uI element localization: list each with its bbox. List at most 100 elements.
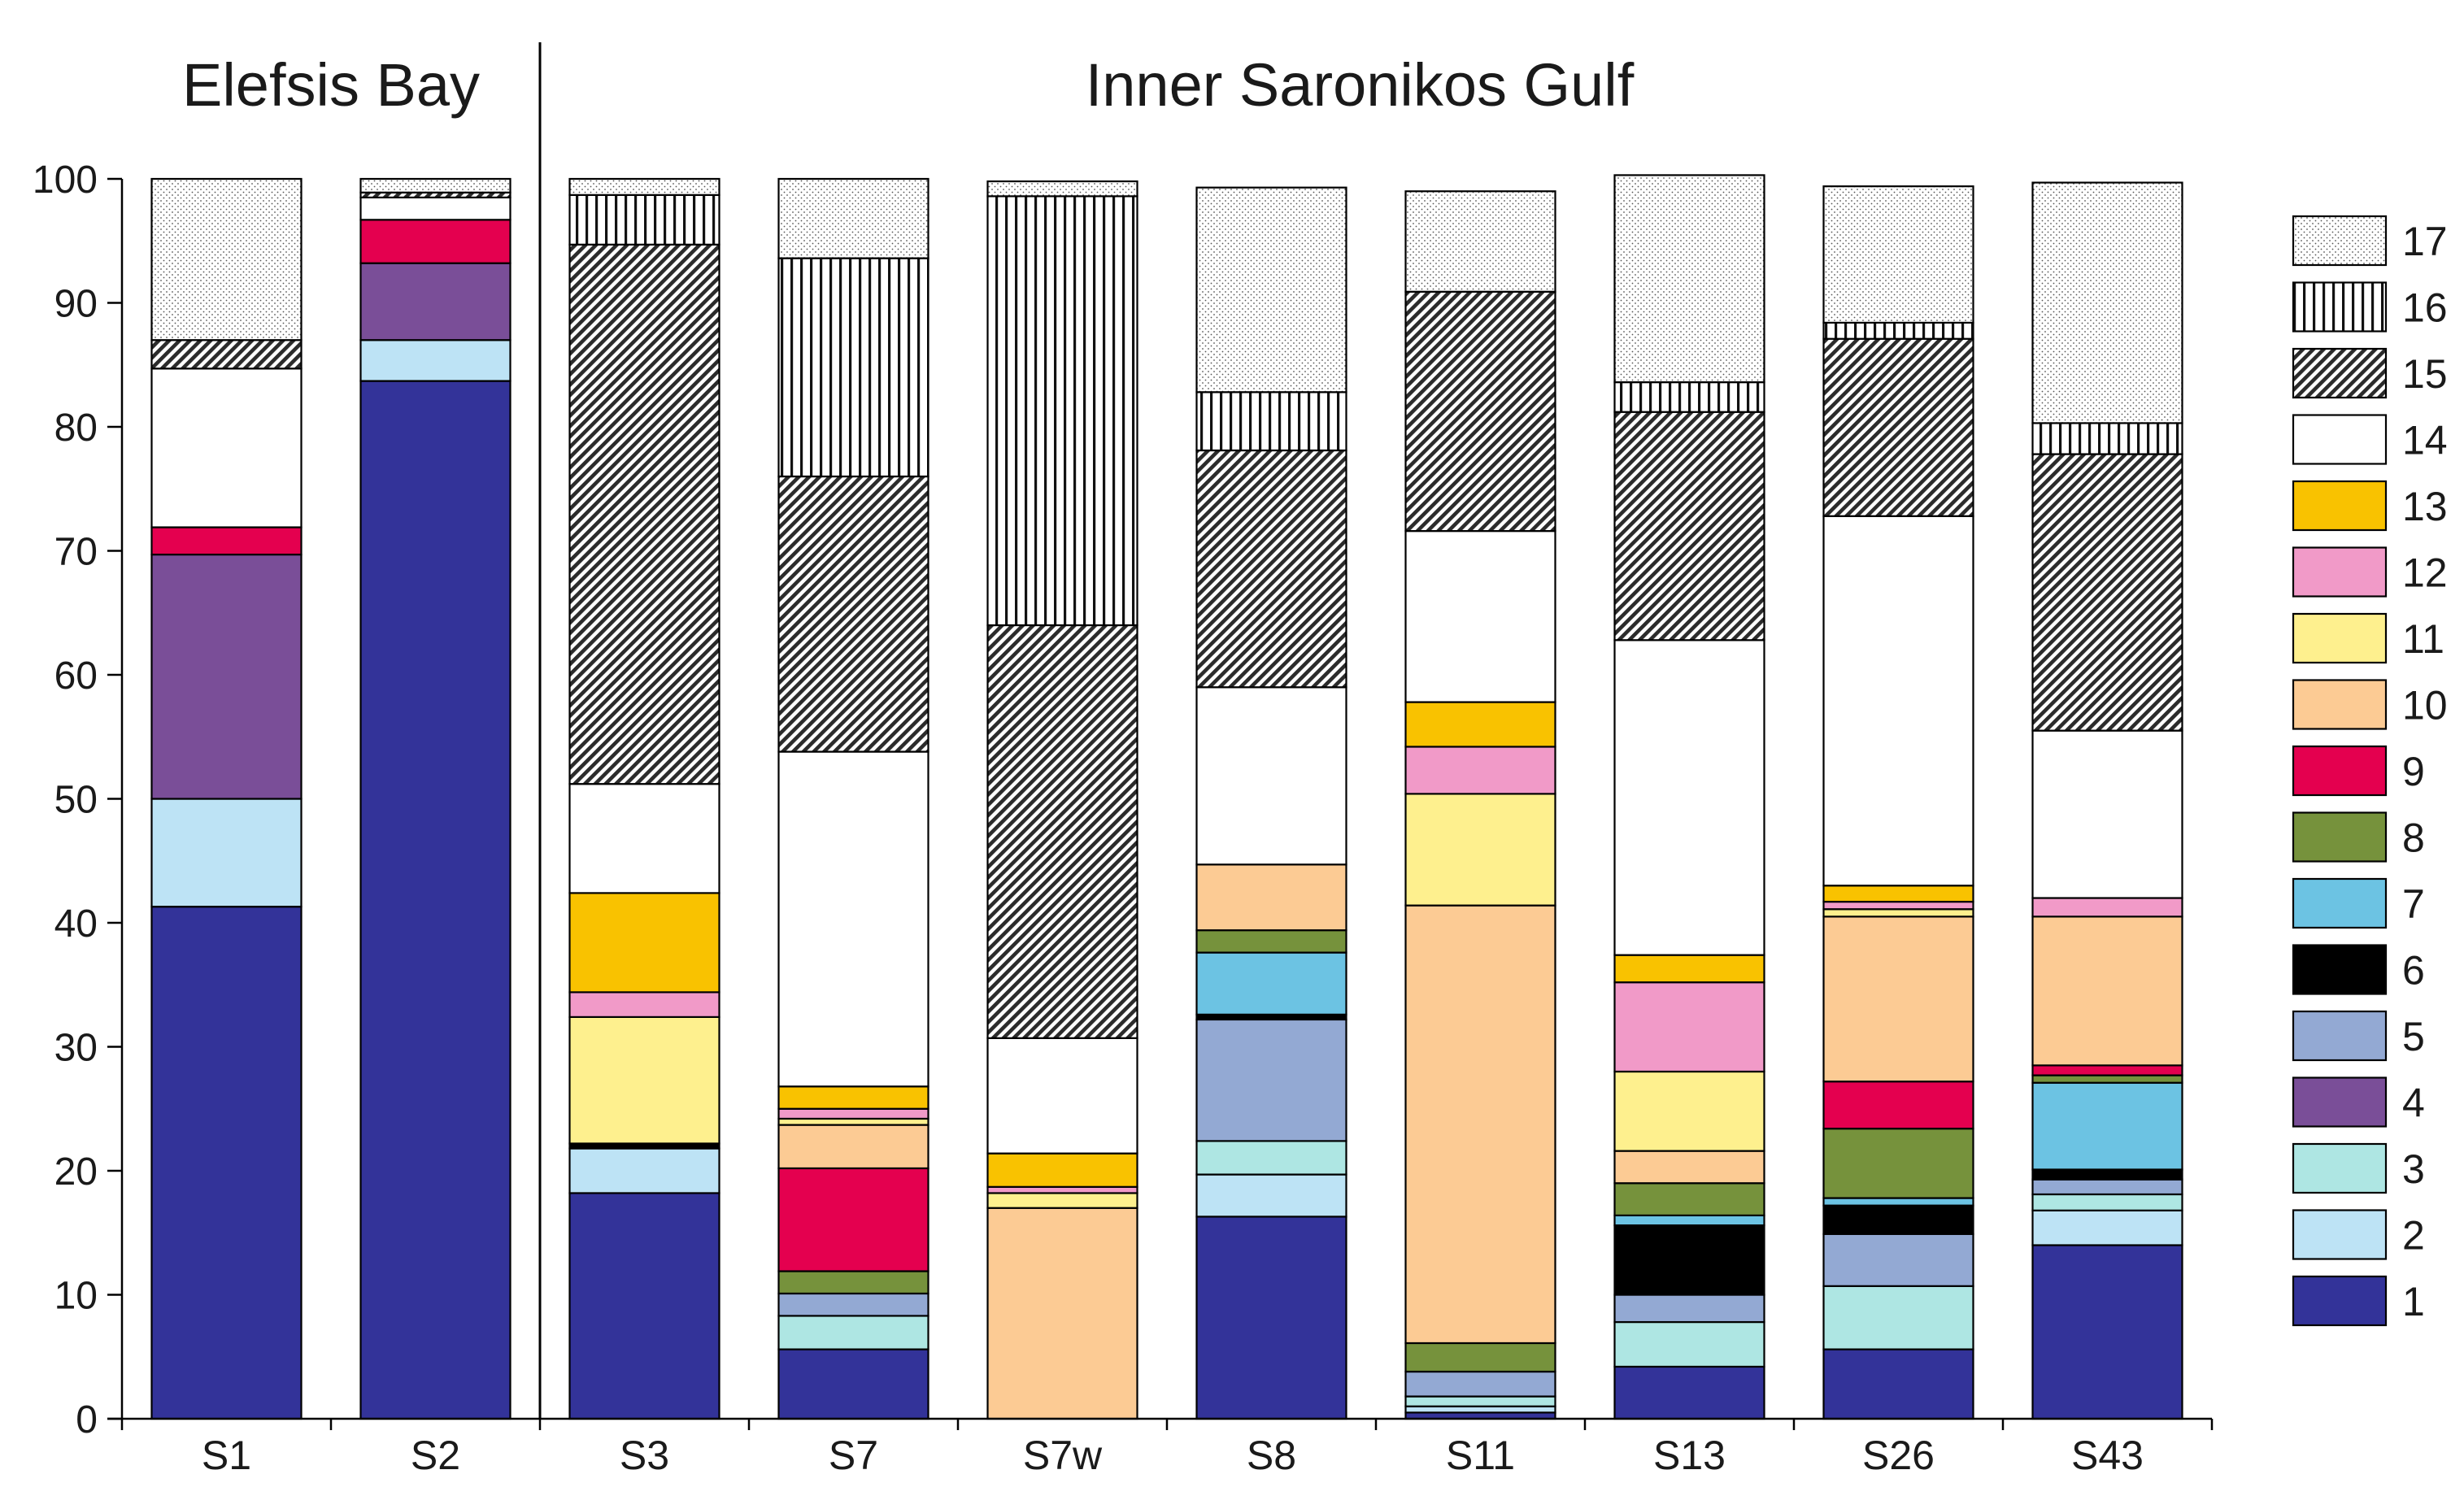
bar-segment-s43-5 (2031, 1178, 2183, 1196)
bar-segment-s43-17 (2031, 181, 2183, 424)
legend-swatch-6 (2292, 944, 2388, 995)
bar-segment-s11-2 (1404, 1405, 1556, 1414)
y-tick-label-20: 20 (54, 1150, 98, 1194)
bar-segment-s3-1 (568, 1192, 720, 1420)
legend-swatch-10 (2292, 679, 2388, 730)
bar-segment-s7-9 (777, 1167, 929, 1272)
bar-segment-s43-6 (2031, 1168, 2183, 1181)
bar-segment-s13-17 (1613, 174, 1765, 384)
y-tick-label-60: 60 (54, 654, 98, 698)
bar-segment-s3-15 (568, 243, 720, 785)
bar-segment-s8-2 (1195, 1173, 1347, 1218)
x-tick-label-s3: S3 (620, 1433, 669, 1478)
legend-label-7: 7 (2402, 881, 2425, 927)
bar-segment-s3-12 (568, 991, 720, 1019)
bar-segment-s2-4 (359, 262, 512, 341)
legend-swatch-1 (2292, 1275, 2388, 1327)
bar-segment-s8-15 (1195, 449, 1347, 689)
bar-segment-s11-13 (1404, 701, 1556, 748)
bar-segment-s13-15 (1613, 411, 1765, 641)
legend-label-14: 14 (2402, 418, 2448, 463)
y-tick-label-30: 30 (54, 1027, 98, 1070)
bar-segment-s11-11 (1404, 793, 1556, 907)
bar-segment-s13-13 (1613, 954, 1765, 984)
bar-segment-s3-13 (568, 892, 720, 994)
bar-segment-s26-7 (1822, 1197, 1974, 1207)
bar-segment-s26-8 (1822, 1128, 1974, 1199)
bar-segment-s11-14 (1404, 529, 1556, 703)
x-tick-label-s11: S11 (1446, 1433, 1515, 1478)
bar-segment-s43-12 (2031, 897, 2183, 918)
bar-segment-s7w-10 (986, 1207, 1138, 1420)
bar-segment-s11-5 (1404, 1370, 1556, 1398)
legend: 17 16 15 14 13 12 11 10 9 8 7 6 5 4 3 2 1 (2292, 215, 2448, 1327)
bar-segment-s2-1 (359, 380, 512, 1420)
legend-label-15: 15 (2402, 351, 2448, 397)
bar-segment-s8-8 (1195, 929, 1347, 954)
bar-segment-s11-10 (1404, 904, 1556, 1345)
bar-segment-s7-14 (777, 750, 929, 1088)
bar-segment-s13-14 (1613, 639, 1765, 956)
legend-swatch-8 (2292, 811, 2388, 863)
bar-segment-s8-17 (1195, 186, 1347, 394)
bar-segment-s13-5 (1613, 1294, 1765, 1324)
bar-segment-s7-11 (777, 1117, 929, 1126)
legend-label-10: 10 (2402, 683, 2448, 728)
bar-segment-s8-10 (1195, 863, 1347, 932)
bar-segment-s13-3 (1613, 1320, 1765, 1368)
legend-swatch-14 (2292, 414, 2388, 465)
bar-segment-s7-1 (777, 1348, 929, 1420)
bar-segment-s26-14 (1822, 515, 1974, 887)
bar-segment-s26-5 (1822, 1233, 1974, 1287)
bar-segment-s13-16 (1613, 381, 1765, 413)
legend-label-4: 4 (2402, 1081, 2425, 1126)
group-title-elefsis-bay: Elefsis Bay (182, 51, 480, 119)
legend-swatch-13 (2292, 480, 2388, 532)
bar-segment-s7w-14 (986, 1037, 1138, 1155)
legend-label-1: 1 (2402, 1279, 2425, 1324)
y-tick-label-70: 70 (54, 531, 98, 574)
bar-segment-s2-14 (359, 196, 512, 221)
legend-swatch-9 (2292, 745, 2388, 797)
bar-segment-s3-17 (568, 177, 720, 196)
bar-segment-s7-5 (777, 1292, 929, 1317)
y-tick-label-10: 10 (54, 1275, 98, 1318)
bar-segment-s13-1 (1613, 1365, 1765, 1420)
x-tick-label-s7: S7 (829, 1433, 878, 1478)
bar-segment-s7-15 (777, 475, 929, 753)
bar-segment-s43-16 (2031, 422, 2183, 455)
x-tick-label-s26: S26 (1862, 1433, 1935, 1478)
bar-segment-s43-8 (2031, 1074, 2183, 1084)
bar-segment-s7w-17 (986, 180, 1138, 198)
bars-layer (150, 174, 2183, 1420)
legend-swatch-16 (2292, 281, 2388, 333)
bar-segment-s1-14 (150, 367, 303, 528)
bar-segment-s8-3 (1195, 1140, 1347, 1176)
x-tick-label-s2: S2 (411, 1433, 460, 1478)
x-tick-label-s1: S1 (202, 1433, 251, 1478)
legend-swatch-15 (2292, 347, 2388, 399)
legend-swatch-12 (2292, 546, 2388, 598)
bar-segment-s43-3 (2031, 1193, 2183, 1211)
bar-segment-s26-10 (1822, 915, 1974, 1083)
bar-segment-s3-2 (568, 1147, 720, 1194)
bar-segment-s1-9 (150, 526, 303, 556)
bar-segment-s43-7 (2031, 1081, 2183, 1171)
x-tick-label-s7w: S7w (1023, 1433, 1103, 1478)
legend-label-13: 13 (2402, 484, 2448, 529)
bar-segment-s11-8 (1404, 1342, 1556, 1373)
bar-segment-s7-10 (777, 1124, 929, 1170)
bar-segment-s13-8 (1613, 1182, 1765, 1217)
bar-segment-s1-15 (150, 339, 303, 370)
bar-segment-s7w-12 (986, 1185, 1138, 1194)
x-tick-label-s8: S8 (1247, 1433, 1296, 1478)
y-tick-label-100: 100 (33, 159, 98, 202)
legend-label-5: 5 (2402, 1014, 2425, 1059)
bar-segment-s2-2 (359, 339, 512, 382)
bar-segment-s26-3 (1822, 1285, 1974, 1350)
bar-segment-s26-17 (1822, 185, 1974, 324)
bar-segment-s1-4 (150, 553, 303, 800)
bar-segment-s8-7 (1195, 951, 1347, 1015)
bar-segment-s26-15 (1822, 337, 1974, 517)
